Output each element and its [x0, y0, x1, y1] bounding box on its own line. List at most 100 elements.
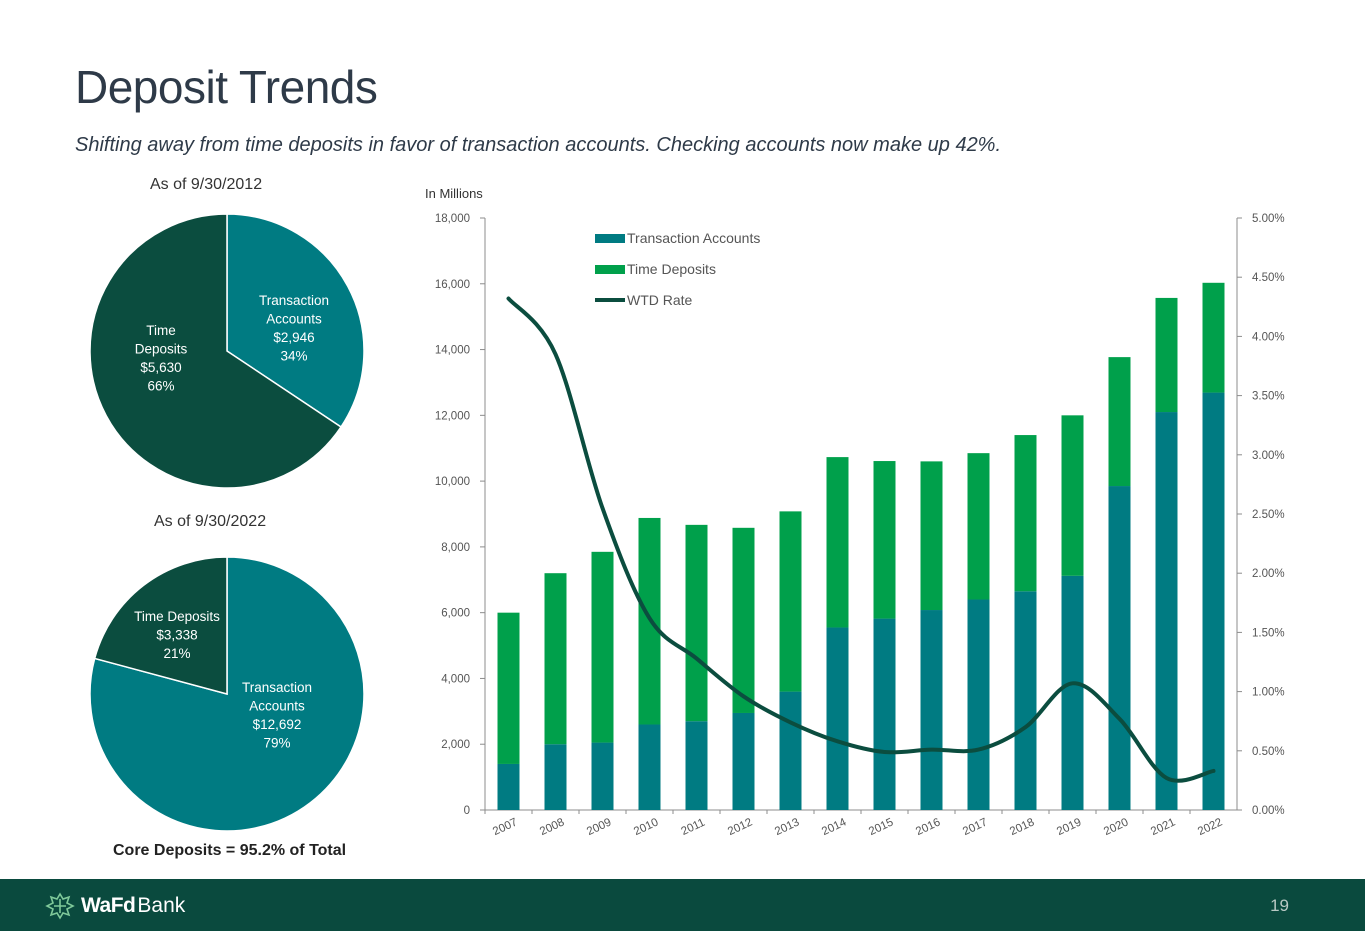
pie-chart-2022: Transaction Accounts $12,692 79% Time Deposi…: [89, 556, 365, 832]
y2-tick-label: 1.00%: [1252, 687, 1285, 699]
bar-time-deposits-2021: [1155, 297, 1178, 413]
bar-transaction-2017: [967, 599, 990, 810]
pie-label-transaction-accounts: 34%: [280, 349, 307, 364]
y2-tick-label: 3.50%: [1252, 391, 1285, 403]
y2-tick-label: 0.00%: [1252, 805, 1285, 817]
logo-wordmark: Bank: [137, 894, 186, 917]
y-tick-label: 14,000: [435, 345, 470, 357]
wtd-rate-line: [506, 296, 1216, 783]
pie-label-time-deposits: $5,630: [140, 360, 181, 375]
bar-transaction-2018: [1014, 591, 1037, 810]
pie-2012-title: As of 9/30/2012: [150, 176, 263, 193]
pie-label-transaction-accounts: Transaction: [259, 293, 329, 308]
x-tick-label: 2012: [726, 816, 754, 838]
y-tick-label: 6,000: [441, 608, 470, 620]
x-tick-label: 2017: [961, 816, 989, 838]
x-tick-label: 2021: [1149, 816, 1177, 838]
bar-time-deposits-2009: [591, 551, 614, 743]
y2-tick-label: 0.50%: [1252, 746, 1285, 758]
pie-label-time-deposits: $3,338: [156, 628, 197, 643]
bar-transaction-2010: [638, 724, 661, 810]
bar-time-deposits-2015: [873, 461, 896, 619]
bar-transaction-2014: [826, 627, 849, 810]
x-tick-label: 2020: [1102, 816, 1130, 838]
legend-label: Transaction Accounts: [627, 230, 760, 246]
wafd-logo: WaFd Bank: [45, 892, 185, 920]
legend-label: Time Deposits: [627, 261, 716, 277]
bar-time-deposits-2013: [779, 511, 802, 692]
page-number: 19: [1270, 896, 1289, 915]
bar-transaction-2016: [920, 610, 943, 810]
y-tick-label: 18,000: [435, 213, 470, 225]
y-tick-label: 0: [464, 805, 470, 817]
pie-label-time-deposits: Time: [146, 323, 176, 338]
bar-time-deposits-2020: [1108, 357, 1131, 487]
footer-bar: WaFd Bank 19: [0, 879, 1365, 931]
bar-transaction-2019: [1061, 575, 1084, 810]
bar-time-deposits-2008: [544, 573, 567, 745]
x-tick-label: 2010: [632, 816, 660, 838]
bar-time-deposits-2018: [1014, 435, 1037, 592]
core-deposits-note: Core Deposits = 95.2% of Total: [113, 842, 347, 859]
bar-transaction-2013: [779, 691, 802, 810]
bar-transaction-2012: [732, 712, 755, 810]
legend-swatch-time-deposits: [595, 265, 625, 274]
y-tick-label: 12,000: [435, 410, 470, 422]
y2-tick-label: 2.50%: [1252, 509, 1285, 521]
wafd-leaf-icon: [45, 892, 75, 920]
y2-tick-label: 5.00%: [1252, 213, 1285, 225]
y-axis-label: In Millions: [425, 186, 483, 201]
legend-swatch-transaction-accounts: [595, 234, 625, 243]
pie-2022-title: As of 9/30/2022: [154, 513, 267, 530]
page-subtitle: Shifting away from time deposits in favo…: [75, 134, 1002, 156]
x-tick-label: 2014: [820, 816, 849, 838]
x-tick-label: 2015: [867, 816, 895, 838]
legend-label: WTD Rate: [627, 292, 693, 308]
pie-label-transaction-accounts: 79%: [263, 736, 290, 751]
pie-slice-time-deposits: [89, 213, 343, 489]
y2-tick-label: 3.00%: [1252, 450, 1285, 462]
bar-transaction-2008: [544, 744, 567, 810]
logo-wordmark-bold: WaFd: [81, 894, 136, 917]
bar-transaction-2021: [1155, 412, 1178, 810]
y-tick-label: 8,000: [441, 542, 470, 554]
pie-label-transaction-accounts: Transaction: [242, 680, 312, 695]
x-tick-label: 2022: [1196, 816, 1224, 838]
y-tick-label: 16,000: [435, 279, 470, 291]
x-tick-label: 2013: [773, 816, 801, 838]
y2-tick-label: 2.00%: [1252, 568, 1285, 580]
x-tick-label: 2011: [679, 817, 706, 838]
x-tick-label: 2019: [1055, 816, 1083, 838]
pie-label-transaction-accounts: $12,692: [253, 717, 302, 732]
bar-time-deposits-2017: [967, 453, 990, 600]
y-tick-label: 2,000: [441, 739, 470, 751]
pie-label-transaction-accounts: Accounts: [249, 699, 305, 714]
bar-transaction-2015: [873, 618, 896, 810]
x-tick-label: 2009: [585, 816, 613, 838]
bar-transaction-2009: [591, 742, 614, 810]
bar-transaction-2011: [685, 721, 708, 810]
pie-label-transaction-accounts: $2,946: [273, 330, 314, 345]
y-tick-label: 10,000: [435, 476, 470, 488]
pie-label-transaction-accounts: Accounts: [266, 312, 322, 327]
y2-tick-label: 4.50%: [1252, 272, 1285, 284]
x-tick-label: 2007: [491, 816, 519, 838]
bar-time-deposits-2007: [497, 612, 520, 764]
x-tick-label: 2018: [1008, 816, 1036, 838]
bar-time-deposits-2022: [1202, 282, 1225, 393]
pie-label-time-deposits: Time Deposits: [134, 609, 220, 624]
bar-time-deposits-2019: [1061, 415, 1084, 576]
bar-transaction-2020: [1108, 486, 1131, 810]
pie-label-time-deposits: 66%: [147, 379, 174, 394]
y2-tick-label: 4.00%: [1252, 331, 1285, 343]
bar-transaction-2007: [497, 763, 520, 810]
bar-time-deposits-2011: [685, 524, 708, 722]
pie-slice-time-deposits: [93, 556, 228, 695]
bar-time-deposits-2012: [732, 527, 755, 713]
y2-tick-label: 1.50%: [1252, 627, 1285, 639]
deposit-trend-chart: In Millions 0 2,000 4,000 6,000 8,000 10,000 12…: [425, 186, 1285, 838]
pie-chart-2012: Transaction Accounts $2,946 34% Time Deposits…: [89, 213, 365, 489]
pie-label-time-deposits: 21%: [163, 646, 190, 661]
page-title: Deposit Trends: [75, 61, 378, 113]
x-tick-label: 2016: [914, 816, 942, 838]
